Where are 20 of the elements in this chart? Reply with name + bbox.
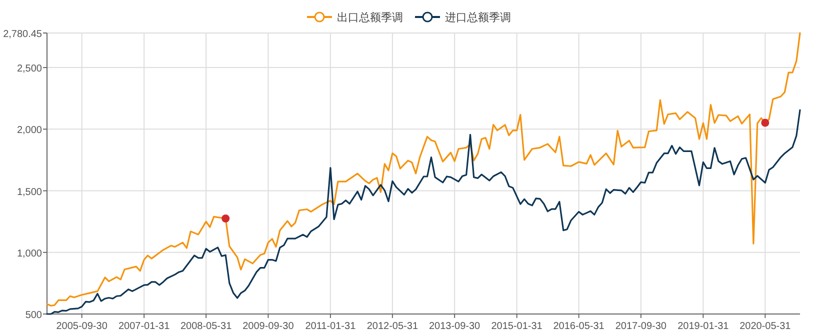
xtick: 2005-09-30 xyxy=(56,321,108,332)
ytick: 2,780.45 xyxy=(3,29,42,40)
ytick: 2,500 xyxy=(16,64,42,75)
xtick: 2012-05-31 xyxy=(366,321,418,332)
xtick: 2007-01-31 xyxy=(118,321,170,332)
xtick: 2009-09-30 xyxy=(242,321,294,332)
ytick: 1,500 xyxy=(16,186,42,198)
legend-label: 进口总额季调 xyxy=(445,12,511,24)
xtick: 2011-01-31 xyxy=(305,321,356,332)
xtick: 2016-05-31 xyxy=(553,321,604,332)
ytick: 2,000 xyxy=(16,125,42,136)
xtick: 2008-05-31 xyxy=(180,321,232,332)
xtick: 2019-01-31 xyxy=(678,321,729,332)
ytick: 500 xyxy=(25,310,42,321)
xtick: 2017-09-30 xyxy=(615,321,666,332)
xtick: 2015-01-31 xyxy=(491,321,542,332)
ytick: 1,000 xyxy=(16,248,42,260)
xtick: 2013-09-30 xyxy=(428,321,480,332)
xtick: 2020-05-31 xyxy=(740,321,791,332)
legend-label: 出口总额季调 xyxy=(337,12,403,24)
